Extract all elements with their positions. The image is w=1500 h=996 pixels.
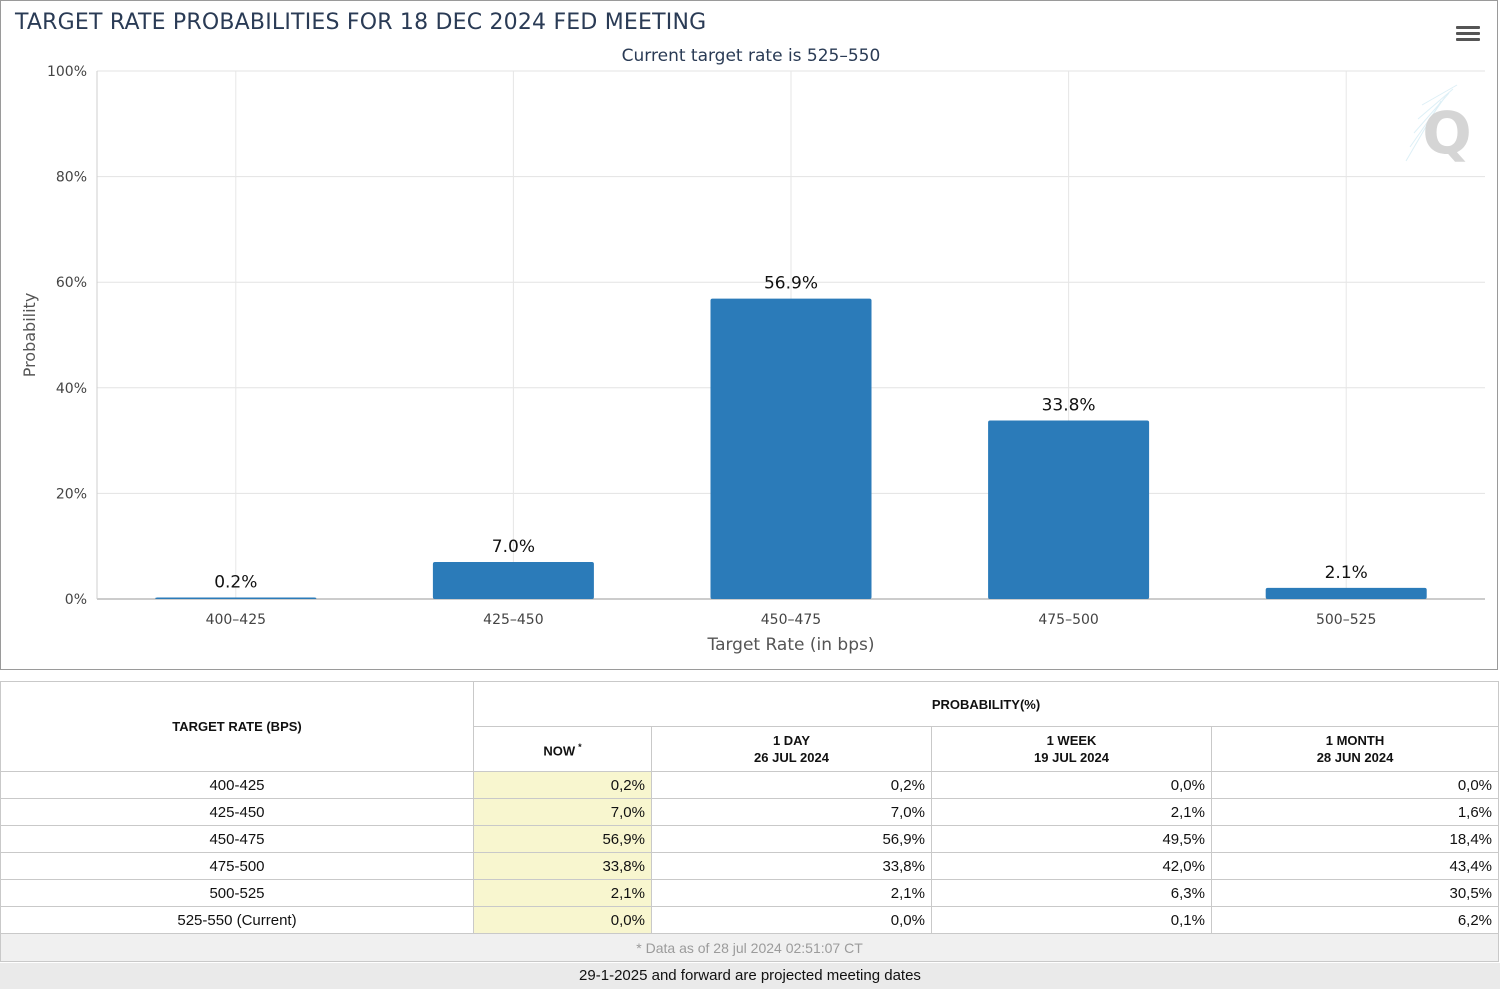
- now-cell: 0,2%: [473, 771, 652, 799]
- bar: [1265, 587, 1427, 599]
- col-header-1-month-date: 28 JUN 2024: [1316, 750, 1394, 765]
- month-cell: 6,2%: [1210, 906, 1500, 934]
- probability-header: PROBABILITY(%): [472, 681, 1500, 727]
- data-label: 2.1%: [1325, 563, 1368, 583]
- bar: [432, 562, 594, 599]
- x-tick-label: 500–525: [1316, 612, 1376, 628]
- rate-cell: 475-500: [0, 852, 474, 880]
- now-cell: 7,0%: [473, 798, 652, 826]
- y-tick-label: 40%: [56, 381, 87, 397]
- x-tick-label: 400–425: [206, 612, 266, 628]
- probability-table-section: TARGET RATE (BPS) PROBABILITY(%) NOW * 1 …: [0, 681, 1500, 962]
- logo-stroke: [1417, 88, 1454, 120]
- week-cell: 0,1%: [931, 906, 1212, 934]
- week-cell: 2,1%: [931, 798, 1212, 826]
- table-row: 450-475 56,9% 56,9% 49,5% 18,4%: [0, 825, 1500, 853]
- x-tick-label: 450–475: [761, 612, 821, 628]
- data-label: 56.9%: [764, 274, 818, 294]
- table-row: 525-550 (Current) 0,0% 0,0% 0,1% 6,2%: [0, 906, 1500, 934]
- y-tick-label: 100%: [47, 64, 87, 80]
- week-cell: 49,5%: [931, 825, 1212, 853]
- rate-cell: 525-550 (Current): [0, 906, 474, 934]
- col-header-now-label: NOW: [543, 743, 576, 759]
- col-header-1-day-label: 1 DAY: [772, 733, 811, 748]
- month-cell: 18,4%: [1210, 825, 1500, 853]
- hamburger-menu-icon[interactable]: [1456, 26, 1480, 46]
- data-as-of-footnote: * Data as of 28 jul 2024 02:51:07 CT: [0, 933, 1500, 962]
- month-cell: 43,4%: [1210, 852, 1500, 880]
- col-header-1-week-date: 19 JUL 2024: [1034, 750, 1109, 765]
- projected-dates-note: 29-1-2025 and forward are projected meet…: [0, 963, 1500, 989]
- q-logo-icon: Q: [1405, 84, 1472, 167]
- x-axis-title: Target Rate (in bps): [707, 635, 875, 655]
- day-cell: 0,0%: [651, 906, 932, 934]
- data-label: 7.0%: [492, 537, 535, 557]
- table-row: 475-500 33,8% 33,8% 42,0% 43,4%: [0, 852, 1500, 880]
- week-cell: 6,3%: [931, 879, 1212, 907]
- y-tick-label: 60%: [56, 275, 87, 291]
- col-header-1-month-label: 1 MONTH: [1325, 733, 1385, 748]
- col-header-1-week: 1 WEEK 19 JUL 2024: [931, 726, 1212, 772]
- data-label: 33.8%: [1042, 396, 1096, 416]
- data-label: 0.2%: [214, 573, 257, 593]
- probability-table: TARGET RATE (BPS) PROBABILITY(%) NOW * 1 …: [0, 681, 1500, 962]
- day-cell: 7,0%: [651, 798, 932, 826]
- col-header-1-day-date: 26 JUL 2024: [754, 750, 829, 765]
- col-header-now: NOW *: [473, 726, 652, 772]
- day-cell: 33,8%: [651, 852, 932, 880]
- logo-stroke: [1413, 92, 1450, 134]
- chart-subtitle: Current target rate is 525–550: [621, 46, 881, 66]
- y-axis-title: Probability: [20, 293, 39, 378]
- x-tick-label: 475–500: [1038, 612, 1098, 628]
- week-cell: 0,0%: [931, 771, 1212, 799]
- week-cell: 42,0%: [931, 852, 1212, 880]
- month-cell: 30,5%: [1210, 879, 1500, 907]
- now-cell: 56,9%: [473, 825, 652, 853]
- y-tick-label: 20%: [56, 486, 87, 502]
- now-cell: 2,1%: [473, 879, 652, 907]
- table-row: 425-450 7,0% 7,0% 2,1% 1,6%: [0, 798, 1500, 826]
- chart-panel: 0% 20% 40% 60% 80% 100% 0.2% 400–425 7.0% 425–450…: [0, 0, 1498, 670]
- day-cell: 0,2%: [651, 771, 932, 799]
- bar: [988, 420, 1150, 599]
- chart-title: TARGET RATE PROBABILITIES FOR 18 DEC 202…: [15, 10, 707, 35]
- bar: [710, 298, 872, 599]
- x-tick-label: 425–450: [483, 612, 543, 628]
- now-cell: 33,8%: [473, 852, 652, 880]
- rate-cell: 450-475: [0, 825, 474, 853]
- bar-chart: 0% 20% 40% 60% 80% 100% 0.2% 400–425 7.0% 425–450…: [20, 64, 1485, 655]
- day-cell: 2,1%: [651, 879, 932, 907]
- col-header-1-month: 1 MONTH 28 JUN 2024: [1210, 726, 1500, 772]
- now-cell: 0,0%: [473, 906, 652, 934]
- col-header-1-week-label: 1 WEEK: [1046, 733, 1097, 748]
- y-tick-label: 0%: [65, 592, 87, 608]
- footnote-row: * Data as of 28 jul 2024 02:51:07 CT: [0, 933, 1500, 962]
- rate-cell: 500-525: [0, 879, 474, 907]
- table-row: 500-525 2,1% 2,1% 6,3% 30,5%: [0, 879, 1500, 907]
- col-header-1-day: 1 DAY 26 JUL 2024: [651, 726, 932, 772]
- day-cell: 56,9%: [651, 825, 932, 853]
- rate-cell: 400-425: [0, 771, 474, 799]
- col-header-now-footnote-mark: *: [578, 741, 582, 752]
- y-tick-label: 80%: [56, 170, 87, 186]
- target-rate-header: TARGET RATE (BPS): [0, 681, 474, 772]
- logo-stroke: [1409, 96, 1446, 148]
- logo-stroke: [1421, 84, 1458, 106]
- rate-cell: 425-450: [0, 798, 474, 826]
- bar: [155, 597, 317, 599]
- month-cell: 1,6%: [1210, 798, 1500, 826]
- logo-stroke: [1405, 100, 1442, 162]
- logo-letter: Q: [1422, 99, 1471, 167]
- table-row: 400-425 0,2% 0,2% 0,0% 0,0%: [0, 771, 1500, 799]
- month-cell: 0,0%: [1210, 771, 1500, 799]
